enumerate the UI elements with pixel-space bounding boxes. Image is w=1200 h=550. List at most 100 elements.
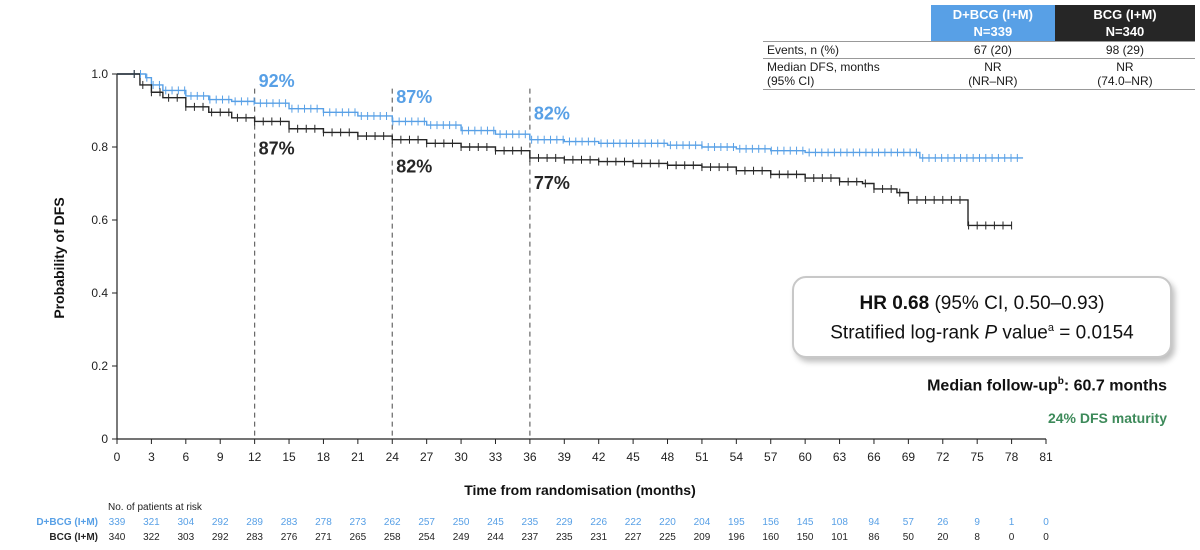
header-dbcg-n: N=339 — [973, 24, 1013, 39]
x-tick-label: 51 — [695, 450, 709, 464]
landmark-label: 87% — [259, 138, 295, 158]
hr-line: HR 0.68 (95% CI, 0.50–0.93) — [794, 291, 1170, 316]
risk-cell: 340 — [109, 532, 126, 543]
risk-cell: 195 — [728, 517, 745, 528]
y-tick-label: 0.4 — [91, 286, 108, 300]
risk-cell: 20 — [937, 532, 949, 543]
x-tick-label: 9 — [217, 450, 224, 464]
y-tick-label: 1.0 — [91, 67, 108, 81]
pvalue-prefix: Stratified log-rank — [830, 322, 985, 344]
risk-cell: 273 — [350, 517, 367, 528]
risk-cell: 222 — [625, 517, 642, 528]
y-tick-label: 0.8 — [91, 140, 108, 154]
x-tick-label: 3 — [148, 450, 155, 464]
x-tick-label: 0 — [114, 450, 121, 464]
median-dbcg-ci: (NR–NR) — [968, 74, 1018, 88]
median-bcg-value: NR — [1116, 60, 1134, 74]
risk-cell: 160 — [762, 532, 779, 543]
risk-cell: 257 — [418, 517, 435, 528]
risk-cell: 226 — [590, 517, 607, 528]
risk-cell: 209 — [694, 532, 711, 543]
header-dbcg: D+BCG (I+M) N=339 — [930, 5, 1055, 42]
median-dbcg: NR (NR–NR) — [930, 58, 1055, 90]
x-tick-label: 27 — [420, 450, 434, 464]
median-bcg-ci: (74.0–NR) — [1097, 74, 1153, 88]
risk-cell: 278 — [315, 517, 332, 528]
x-axis-title: Time from randomisation (months) — [464, 482, 696, 498]
risk-cell: 271 — [315, 532, 332, 543]
hr-value: HR 0.68 — [859, 293, 930, 314]
x-tick-label: 75 — [971, 450, 985, 464]
risk-cell: 204 — [694, 517, 711, 528]
events-bcg: 98 (29) — [1054, 41, 1195, 59]
header-bcg: BCG (I+M) N=340 — [1054, 5, 1195, 42]
risk-cell: 0 — [1043, 532, 1049, 543]
follow-up-label: Median follow-up — [927, 377, 1058, 395]
y-tick-label: 0.6 — [91, 213, 108, 227]
pvalue-p: P — [984, 322, 998, 344]
pvalue-line: Stratified log-rank P valuea = 0.0154 — [794, 316, 1170, 345]
x-tick-label: 24 — [386, 450, 400, 464]
follow-up-footnote: b — [1057, 376, 1064, 387]
risk-cell: 150 — [797, 532, 814, 543]
risk-cell: 249 — [453, 532, 470, 543]
risk-cell: 289 — [246, 517, 263, 528]
median-label-line1: Median DFS, months — [767, 60, 880, 74]
risk-cell: 0 — [1009, 532, 1015, 543]
x-tick-label: 15 — [282, 450, 296, 464]
risk-cell: 9 — [974, 517, 980, 528]
risk-cell: 339 — [109, 517, 126, 528]
risk-cell: 244 — [487, 532, 504, 543]
pvalue-value: = 0.0154 — [1053, 322, 1134, 344]
landmark-label: 82% — [534, 104, 570, 124]
risk-cell: 225 — [659, 532, 676, 543]
landmark-label: 82% — [396, 157, 432, 177]
x-tick-label: 60 — [798, 450, 812, 464]
risk-cell: 227 — [625, 532, 642, 543]
risk-cell: 237 — [522, 532, 539, 543]
risk-cell: 50 — [903, 532, 915, 543]
survival-curves — [117, 73, 1024, 227]
x-tick-label: 21 — [351, 450, 365, 464]
risk-cell: 26 — [937, 517, 949, 528]
risk-cell: 229 — [556, 517, 573, 528]
risk-cell: 245 — [487, 517, 504, 528]
series-line — [117, 73, 1012, 227]
censor-marks — [133, 70, 1018, 230]
risk-cell: 8 — [974, 532, 980, 543]
risk-cell: 86 — [868, 532, 880, 543]
events-table: D+BCG (I+M) N=339 BCG (I+M) N=340 Events… — [763, 5, 1195, 90]
median-label: Median DFS, months (95% CI) — [763, 58, 931, 90]
x-tick-label: 57 — [764, 450, 778, 464]
hr-ci: (95% CI, 0.50–0.93) — [929, 293, 1105, 314]
risk-cell: 145 — [797, 517, 814, 528]
x-tick-label: 66 — [867, 450, 881, 464]
header-blank — [763, 5, 931, 42]
risk-cell: 283 — [246, 532, 263, 543]
x-tick-label: 48 — [661, 450, 675, 464]
x-tick-label: 54 — [730, 450, 744, 464]
risk-cell: 108 — [831, 517, 848, 528]
x-tick-label: 18 — [317, 450, 331, 464]
header-bcg-n: N=340 — [1105, 24, 1145, 39]
risk-cell: 0 — [1043, 517, 1049, 528]
risk-cell: 254 — [418, 532, 435, 543]
y-tick-label: 0.2 — [91, 359, 108, 373]
risk-cell: 292 — [212, 517, 229, 528]
x-tick-label: 6 — [182, 450, 189, 464]
risk-row-label: D+BCG (I+M) — [36, 517, 98, 528]
axes: 0 3 6 9 12 15 18 21 24 27 30 33 36 39 42 45 48 51 54 57 60 63… — [91, 67, 1053, 464]
pvalue-mid: value — [997, 322, 1048, 344]
risk-table: D+BCG (I+M) 339 321 304 292 289 283 278 273 262 25… — [36, 517, 1049, 543]
pvalue-footnote: a — [1047, 322, 1054, 334]
risk-cell: 321 — [143, 517, 160, 528]
x-tick-label: 42 — [592, 450, 606, 464]
risk-cell: 322 — [143, 532, 160, 543]
risk-cell: 94 — [868, 517, 880, 528]
landmark-label: 92% — [259, 71, 295, 91]
landmark-labels: 92% 87% 87% 82% 82% 77% — [259, 71, 570, 193]
risk-cell: 196 — [728, 532, 745, 543]
risk-table-title: No. of patients at risk — [108, 502, 203, 513]
x-tick-label: 69 — [902, 450, 916, 464]
